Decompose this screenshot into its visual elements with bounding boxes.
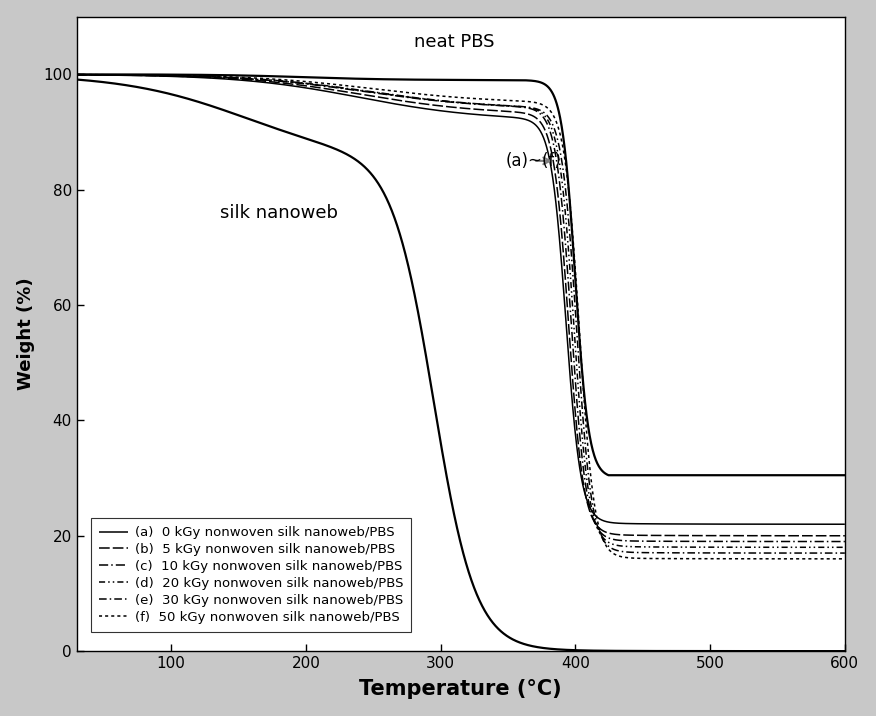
- X-axis label: Temperature (°C): Temperature (°C): [359, 679, 562, 700]
- Text: neat PBS: neat PBS: [413, 33, 494, 52]
- Text: silk nanoweb: silk nanoweb: [220, 204, 338, 222]
- Text: (a)~(f): (a)~(f): [505, 152, 561, 170]
- Legend: (a)  0 kGy nonwoven silk nanoweb/PBS, (b)  5 kGy nonwoven silk nanoweb/PBS, (c) : (a) 0 kGy nonwoven silk nanoweb/PBS, (b)…: [91, 518, 411, 632]
- Y-axis label: Weight (%): Weight (%): [17, 278, 35, 390]
